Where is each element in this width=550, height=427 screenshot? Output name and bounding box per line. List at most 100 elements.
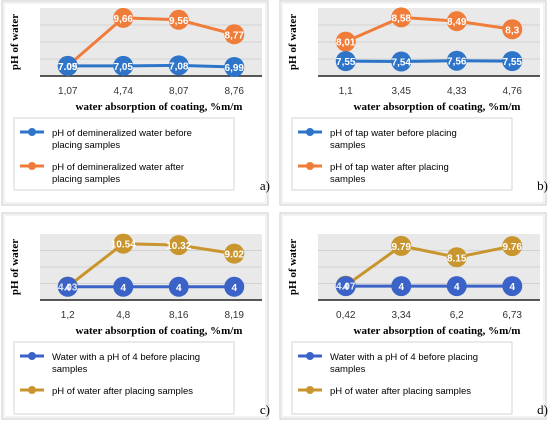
- y-axis-title: pH of water: [287, 239, 299, 295]
- data-point-series-1: [224, 24, 245, 45]
- chart-inner-frame: [3, 214, 267, 418]
- x-tick-label: 3,45: [392, 86, 412, 97]
- legend-marker-1: [28, 162, 36, 170]
- chart-inner-frame: [281, 214, 545, 418]
- y-axis-title: pH of water: [9, 14, 21, 70]
- legend-marker-0: [306, 128, 314, 136]
- data-label-series-0: 4: [65, 283, 71, 294]
- data-point-series-0: [502, 51, 523, 72]
- data-point-series-0: [224, 276, 245, 297]
- legend-marker-0: [28, 128, 36, 136]
- chart-a-svg: pH of water 1,07 4,74 8,07 8,76 water absorpt…: [1, 0, 269, 206]
- legend-entry-0: pH of demineralized water before placing …: [52, 128, 192, 151]
- legend-box: [13, 341, 235, 415]
- data-label-series-1: 8,3: [505, 25, 519, 36]
- legend-entry-line: pH of demineralized water before: [52, 128, 192, 139]
- data-label-series-1: 8,58: [392, 13, 412, 24]
- x-axis-title: water absorption of coating, %m/m: [354, 101, 521, 113]
- x-tick-label: 8,19: [225, 310, 245, 321]
- data-point-series-0: [57, 55, 78, 76]
- data-point-series-0: [446, 276, 467, 297]
- data-label-series-0: 7,08: [169, 61, 189, 72]
- data-label-series-1: 9,66: [114, 14, 134, 25]
- chart-d-svg: pH of water 0,42 3,34 6,2 6,73 water absorpti…: [279, 212, 547, 420]
- data-point-series-0: [391, 51, 412, 72]
- legend-entry-line: placing samples: [52, 140, 120, 151]
- data-label-overlap: 4.03: [58, 283, 78, 294]
- chart-c-svg: pH of water 1,2 4,8 8,16 8,19 water absorptio…: [1, 212, 269, 420]
- series-line-0: [345, 59, 513, 64]
- data-label-series-1: 8,77: [225, 30, 245, 41]
- data-point-series-0: [335, 276, 356, 297]
- panel-label-a: a): [259, 178, 270, 193]
- x-tick-label: 8,16: [169, 310, 189, 321]
- x-axis-title: water absorption of coating, %m/m: [76, 325, 243, 337]
- series-line-1: [66, 16, 235, 68]
- x-tick-label: 1,1: [339, 86, 353, 97]
- data-label-series-0: 4: [454, 282, 460, 293]
- x-tick-label: 4,33: [447, 86, 467, 97]
- x-tick-label: 8,76: [225, 86, 245, 97]
- y-axis-title: pH of water: [9, 239, 21, 295]
- legend-marker-0: [28, 352, 36, 360]
- data-label-series-0: 4: [343, 282, 349, 293]
- x-tick-label: 4,74: [114, 86, 134, 97]
- x-tick-label: 6,73: [503, 310, 523, 321]
- panel-label-d: d): [537, 402, 548, 417]
- data-point-series-0: [168, 55, 189, 76]
- legend-entry-line: Water with a pH of 4 before placing: [52, 352, 200, 363]
- data-label-series-1: 9.79: [392, 242, 412, 253]
- y-axis-title: pH of water: [287, 14, 299, 70]
- legend-entry-line: pH of water after placing samples: [52, 386, 193, 397]
- data-label-series-0: 7,56: [447, 57, 467, 68]
- data-label-series-1: 8,49: [447, 17, 467, 28]
- data-label-series-0: 7,54: [392, 58, 412, 69]
- chart-panel-d: pH of water 0,42 3,34 6,2 6,73 water absorpti…: [278, 212, 550, 422]
- series-line-0: [67, 63, 235, 69]
- legend-entry-line: placing samples: [52, 174, 120, 185]
- panel-label-c: c): [259, 402, 270, 417]
- x-tick-label: 4,76: [503, 86, 523, 97]
- legend-entry-1: pH of water after placing samples: [52, 386, 193, 397]
- data-label-series-1: 9.02: [225, 250, 245, 261]
- panel-label-b: b): [537, 178, 548, 193]
- legend-entry-line: pH of tap water after placing: [330, 162, 449, 173]
- data-label-series-1: 10.32: [166, 241, 191, 252]
- legend-box: [291, 341, 513, 415]
- legend-entry-line: pH of water after placing samples: [330, 386, 471, 397]
- legend-entry-1: pH of tap water after placing samples: [330, 162, 449, 185]
- chart-inner-frame: [3, 2, 267, 204]
- chart-panel-c: pH of water 1,2 4,8 8,16 8,19 water absorptio…: [0, 212, 272, 422]
- legend-box: [13, 117, 235, 191]
- legend-marker-1: [306, 162, 314, 170]
- legend-entry-line: samples: [330, 140, 366, 151]
- data-label-overlap: 4.07: [336, 282, 356, 293]
- legend-entry-1: pH of demineralized water after placing s…: [52, 162, 184, 185]
- data-point-series-1: [446, 247, 467, 268]
- chart-panel-b: pH of water 1,1 3,45 4,33 4,76 water absorpti…: [278, 0, 550, 208]
- x-axis-title: water absorption of coating, %m/m: [76, 101, 243, 113]
- data-label-series-0: 4: [120, 283, 126, 294]
- data-label-series-1: 9.76: [503, 242, 523, 253]
- x-tick-label: 3,34: [392, 310, 412, 321]
- data-point-series-0: [168, 276, 189, 297]
- series-line-1: [344, 244, 513, 287]
- data-point-series-0: [113, 276, 134, 297]
- legend-entry-1: pH of water after placing samples: [330, 386, 471, 397]
- x-tick-label: 8,07: [169, 86, 189, 97]
- legend-entry-0: pH of tap water before placing samples: [330, 128, 457, 151]
- x-tick-label: 4,8: [116, 310, 130, 321]
- legend-entry-0: Water with a pH of 4 before placing sampl…: [52, 352, 200, 375]
- data-label-series-0: 7.05: [58, 62, 78, 73]
- data-label-series-1: 9,56: [169, 16, 189, 27]
- data-point-series-1: [446, 11, 467, 32]
- data-point-series-1: [113, 7, 134, 28]
- legend-box: [291, 117, 513, 191]
- legend-entry-line: samples: [330, 364, 366, 375]
- data-point-series-0: [391, 276, 412, 297]
- chart-panel-a: pH of water 1,07 4,74 8,07 8,76 water absorpt…: [0, 0, 272, 208]
- data-point-series-1: [168, 9, 189, 30]
- legend-entry-0: Water with a pH of 4 before placing sampl…: [330, 352, 478, 375]
- data-label-series-0: 4: [176, 283, 182, 294]
- data-point-series-1: [168, 235, 189, 256]
